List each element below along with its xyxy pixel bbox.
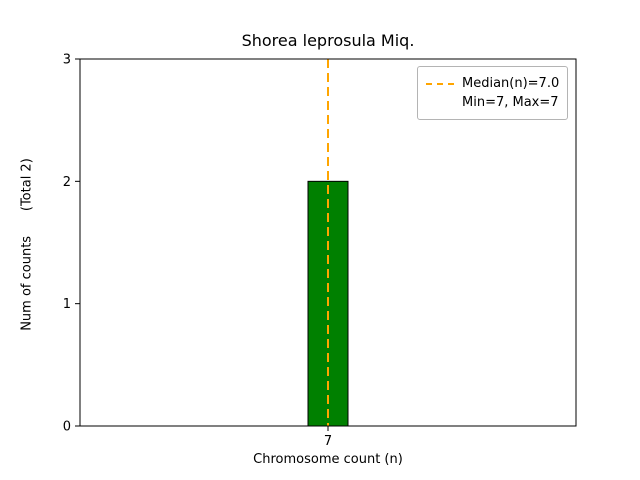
median-line-sample-icon: [426, 82, 454, 85]
y-tick-label: 2: [63, 175, 71, 190]
legend-label: Min=7, Max=7: [462, 95, 559, 110]
legend-entry-minmax: Min=7, Max=7: [426, 94, 559, 111]
axes-frame: [79, 58, 577, 427]
legend-label: Median(n)=7.0: [462, 76, 560, 91]
y-tick-label: 1: [63, 297, 71, 312]
x-axis-label: Chromosome count (n): [253, 452, 403, 467]
y-tick-label: 3: [63, 53, 71, 68]
x-tick-label: 7: [324, 434, 332, 449]
y-tick-label: 0: [63, 420, 71, 435]
chart-title: Shorea leprosula Miq.: [241, 31, 415, 50]
legend: Median(n)=7.0 Min=7, Max=7: [417, 66, 568, 120]
legend-entry-median: Median(n)=7.0: [426, 75, 559, 92]
